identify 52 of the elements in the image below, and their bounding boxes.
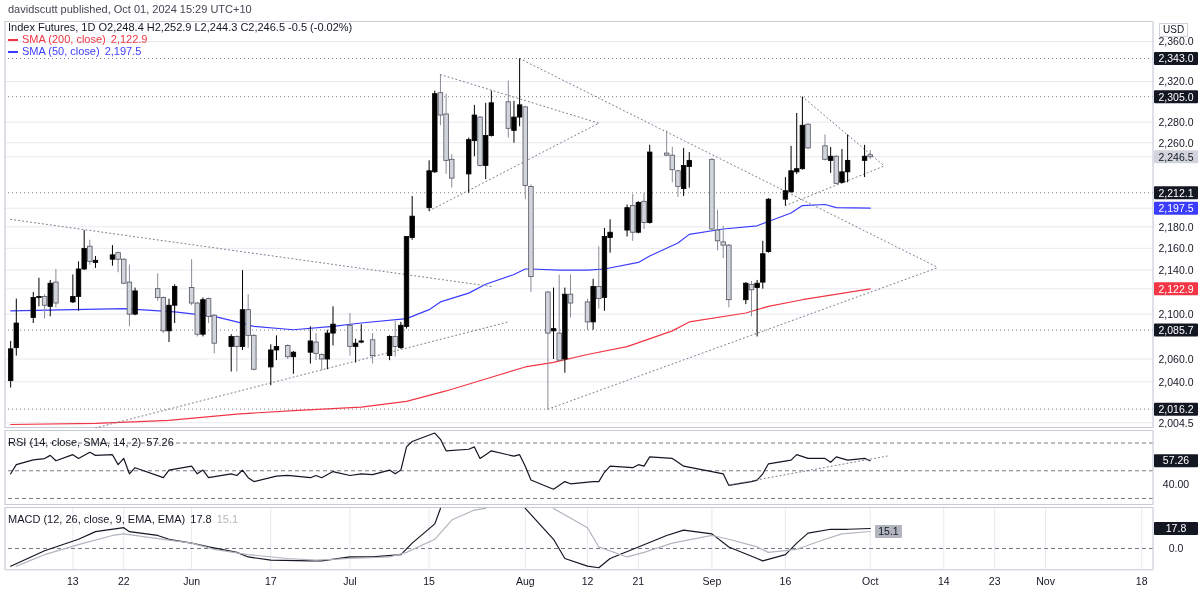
x-tick-label: 22 <box>117 575 130 588</box>
y-tick-label: 2,260.0 <box>1158 136 1194 149</box>
y-tick-label: 57.26 <box>1162 454 1190 467</box>
y-tick-label: 0.0 <box>1168 542 1184 555</box>
x-tick-label: Sep <box>702 575 722 588</box>
text: 15.1 <box>216 513 239 525</box>
ref-line-label: 2,343.0 <box>1158 52 1194 65</box>
text: MACD (12, 26, close, 9, EMA, EMA) <box>8 513 186 525</box>
chart-subtitle: davidscutt published, Oct 01, 2024 15:29 UTC+10 <box>8 3 252 15</box>
ref-line-label: 2,085.7 <box>1158 323 1194 336</box>
text: 2,122.9 <box>110 33 148 45</box>
y-tick-label: 2,280.0 <box>1158 115 1194 128</box>
y-tick-label: 2,320.0 <box>1158 75 1194 88</box>
x-tick-label: Jul <box>343 575 357 588</box>
x-tick-label: 18 <box>1135 575 1148 588</box>
x-tick-label: Jun <box>183 575 201 588</box>
data-label: 15.1 <box>875 525 902 539</box>
y-tick-label: 2,060.0 <box>1158 352 1194 365</box>
legend-label: SMA (200, close) <box>22 33 106 45</box>
x-tick-label: 16 <box>779 575 792 588</box>
text: RSI (14, close, SMA, 14, 2) <box>8 436 142 448</box>
y-tick-label: 40.00 <box>1162 478 1190 491</box>
text: 57.26 <box>146 436 174 448</box>
x-tick-label: 12 <box>581 575 594 588</box>
y-tick-label: 2,040.0 <box>1158 375 1194 388</box>
ref-line-label: 2,305.0 <box>1158 90 1194 103</box>
y-tick-label: 2,246.5 <box>1158 150 1194 163</box>
y-tick-label: 17.8 <box>1165 522 1187 535</box>
ref-line-label: 2,016.2 <box>1158 402 1194 415</box>
y-tick-label: 2,140.0 <box>1158 263 1194 276</box>
x-tick-label: 23 <box>988 575 1001 588</box>
y-tick-label: 2,100.0 <box>1158 307 1194 320</box>
text: USD <box>1159 23 1189 37</box>
legend-label: SMA (50, close) <box>22 45 100 57</box>
text: 17.8 <box>190 513 212 525</box>
y-tick-label: 2,197.5 <box>1158 201 1194 214</box>
x-tick-label: 17 <box>264 575 277 588</box>
x-tick-label: 14 <box>937 575 950 588</box>
text: 2,197.5 <box>104 45 142 57</box>
x-tick-label: Nov <box>1036 575 1056 588</box>
y-tick-label: 2,160.0 <box>1158 242 1194 255</box>
y-tick-label: 2,180.0 <box>1158 220 1194 233</box>
x-tick-label: Oct <box>862 575 879 588</box>
x-tick-label: 13 <box>67 575 79 588</box>
y-tick-label: 2,122.9 <box>1158 282 1194 295</box>
x-tick-label: 21 <box>632 575 645 588</box>
x-tick-label: 15 <box>423 575 436 588</box>
y-tick-label: 2,004.5 <box>1158 416 1194 429</box>
chart-title: Index Futures, 1D O2,248.4 H2,252.9 L2,244.3 C2,246.5 -0.5 (-0.02%) <box>8 21 353 33</box>
x-tick-label: Aug <box>515 575 535 588</box>
ref-line-label: 2,212.1 <box>1158 186 1194 199</box>
y-tick-label: 2,360.0 <box>1158 35 1194 48</box>
